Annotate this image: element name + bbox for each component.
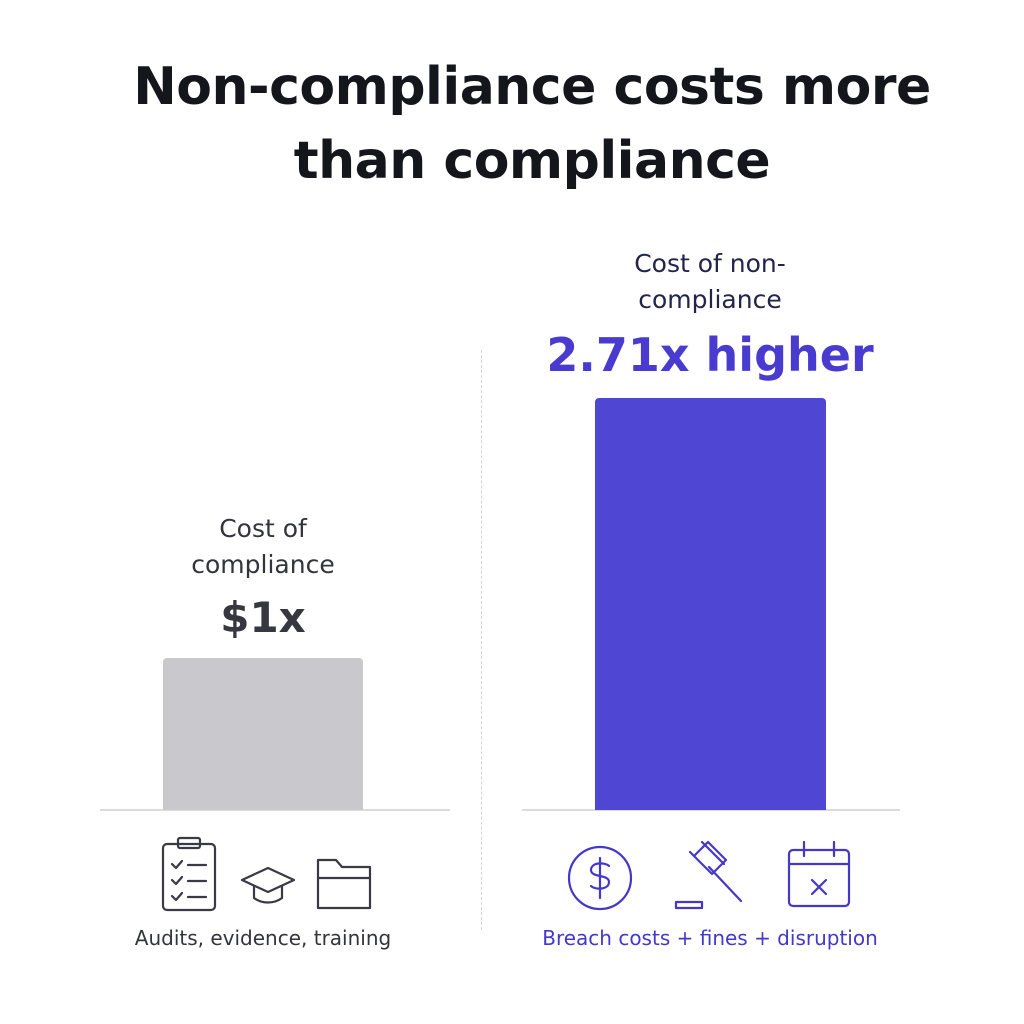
baseline [522,809,900,811]
caption: Breach costs + fines + disruption [542,926,878,950]
value-label: 2.71x higher [546,328,874,382]
bar [594,398,826,810]
compliance-icons [161,836,372,912]
baseline [100,809,450,811]
divider [481,350,482,930]
category-label: Cost of non-compliance [634,249,786,314]
non-compliance-icons [567,840,851,911]
bar-group: Cost of compliance $1x [113,511,413,810]
category-label: Cost of compliance [191,513,335,579]
chart-title: Non-compliance costs more than complianc… [133,57,931,191]
bar [163,657,363,810]
value-label: $1x [220,592,306,642]
caption: Audits, evidence, training [134,926,392,950]
bar-group: Cost of non-compliance 2.71x higher [546,246,874,810]
icons [161,836,851,912]
